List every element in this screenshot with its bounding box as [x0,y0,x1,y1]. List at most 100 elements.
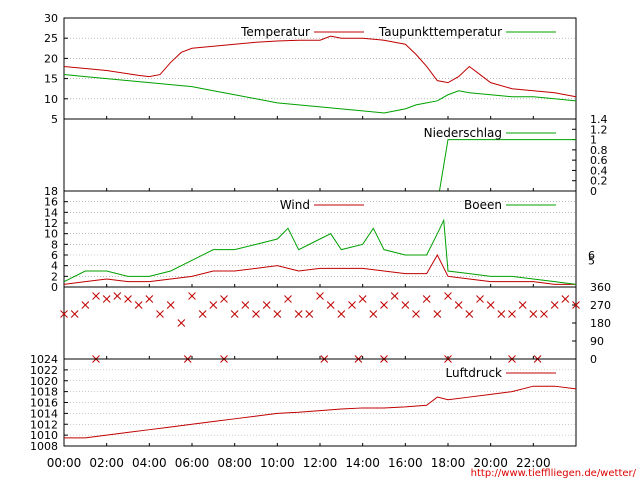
scatter-point [294,310,303,318]
y-tick-label: 1020 [30,375,58,388]
scatter-point [401,301,410,309]
y-tick-label: 6 [51,249,58,262]
y-tick-label: 20 [44,52,58,65]
y-tick-label: 1012 [30,418,58,431]
y-tick-label: 1.4 [590,113,608,126]
scatter-point [316,292,324,300]
y-tick-label: 10 [44,93,58,106]
y-tick-label: 1024 [30,353,58,366]
scatter-point [422,295,431,303]
scatter-point [252,310,260,318]
legend-label-niederschlag: Niederschlag [424,126,502,140]
y-tick-label: 15 [44,73,58,86]
legend-label-boeen: Boeen [464,198,502,212]
y-tick-label: 8 [51,238,58,251]
scatter-point [273,310,282,318]
scatter-point [145,295,154,303]
y-right-tick-label: 5 [588,254,595,267]
x-tick-label: 06:00 [175,456,210,470]
y-tick-label: 1008 [30,440,58,453]
panel-temperature: 5 10 15 20 25 30 Temperatur Taupunkttemperatur [44,12,577,126]
x-tick-label: 10:00 [260,456,295,470]
y-tick-label: 12 [44,217,58,230]
y-tick-label: 360 [590,281,611,294]
y-tick-label: 0.8 [590,144,608,157]
scatter-point [156,310,164,318]
scatter-point [81,301,90,309]
scatter-point [134,301,143,309]
x-tick-label: 20:00 [473,456,508,470]
x-tick-label: 02:00 [89,456,124,470]
y-tick-label: 0 [590,185,597,198]
scatter-point [113,292,122,300]
scatter-point [337,310,346,318]
y-tick-label: 2 [51,270,58,283]
x-tick-label: 12:00 [303,456,338,470]
x-tick-label: 22:00 [516,456,551,470]
y-tick-label: 1018 [30,386,58,399]
series-line-niederschlag [64,139,576,192]
scatter-point [220,295,228,303]
y-tick-label: 5 [51,113,58,126]
scatter-point [454,301,463,309]
legend-label-temperatur: Temperatur [240,25,310,39]
scatter-point [550,301,559,309]
scatter-point [124,295,132,303]
y-tick-label: 180 [590,317,611,330]
x-tick-label: 18:00 [431,456,466,470]
panel-precipitation: 00.20.40.60.811.21.4 Niederschlag [63,113,608,198]
scatter-point [390,292,399,300]
y-tick-label: 0 [51,281,58,294]
y-tick-label: 0.2 [590,175,608,188]
scatter-point [412,310,420,318]
scatter-point [305,310,314,318]
y-tick-label: 0 [590,353,597,366]
y-tick-label: 1022 [30,364,58,377]
y-tick-label: 270 [590,299,611,312]
scatter-point [497,310,506,318]
x-tick-label: 14:00 [345,456,380,470]
y-tick-label: 1010 [30,429,58,442]
scatter-point [433,310,442,318]
x-tick-label: 00:00 [47,456,82,470]
scatter-point [262,301,271,309]
y-tick-label: 1016 [30,397,58,410]
scatter-point [166,301,175,309]
scatter-point [369,310,378,318]
scatter-point [92,292,100,300]
panel-wind-direction: 0 90 180 270 360 [60,281,611,366]
scatter-point [380,301,388,309]
panel-frame [63,286,577,360]
y-tick-label: 4 [51,260,58,273]
scatter-point [476,295,484,303]
series-line-temperatur [63,35,577,98]
y-tick-label: 18 [44,185,58,198]
series-line-wind [63,253,576,285]
scatter-point [465,310,474,318]
scatter-point [188,292,196,300]
y-tick-label: 30 [44,12,58,25]
scatter-point [508,310,516,318]
scatter-point [177,319,186,327]
y-tick-label: 90 [590,335,604,348]
y-tick-label: 1014 [30,407,58,420]
scatter-point [348,301,356,309]
scatter-point [198,310,207,318]
scatter-point [102,295,111,303]
y-tick-label: 10 [44,228,58,241]
scatter-point [486,301,495,309]
scatter-point [518,301,527,309]
y-tick-label: 25 [44,32,58,45]
legend-label-wind: Wind [280,198,310,212]
y-tick-label: 0.4 [590,164,608,177]
scatter-point [60,310,68,318]
y-tick-label: 0.6 [590,154,608,167]
x-tick-label: 04:00 [132,456,167,470]
scatter-point [561,295,570,303]
y-tick-label: 1.2 [590,123,608,136]
scatter-point [209,301,218,309]
scatter-point [326,301,335,309]
footer-url[interactable]: http://www.tiefflliegen.de/wetter/ [471,468,637,479]
